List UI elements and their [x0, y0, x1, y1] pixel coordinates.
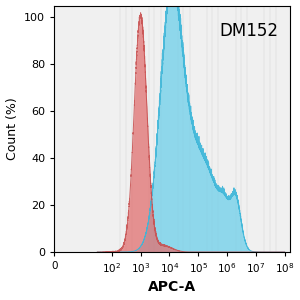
Text: DM152: DM152 [220, 22, 279, 40]
X-axis label: APC-A: APC-A [148, 280, 196, 294]
Y-axis label: Count (%): Count (%) [6, 98, 19, 160]
